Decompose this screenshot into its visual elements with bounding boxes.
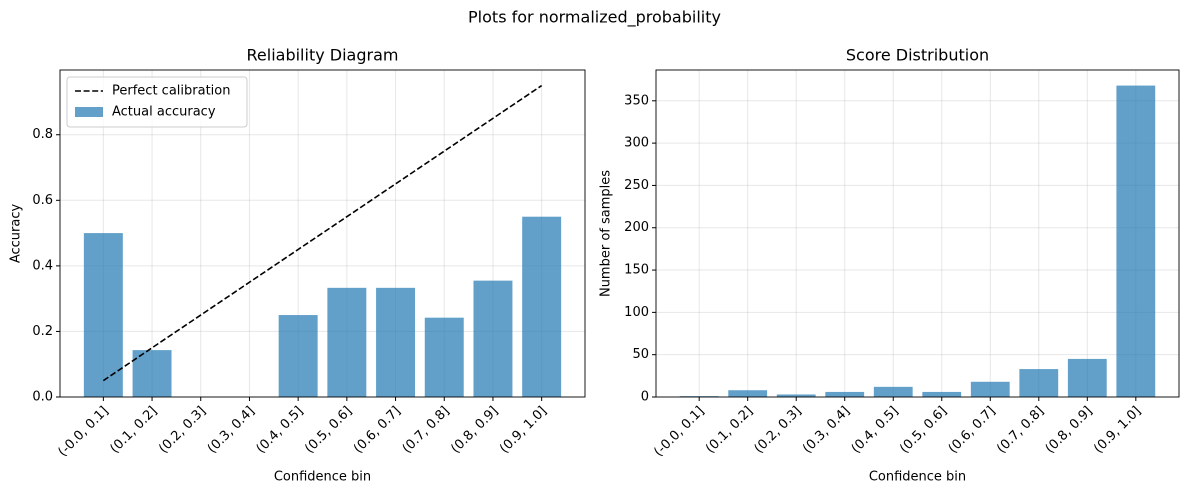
chart-title: Score Distribution — [846, 46, 989, 65]
legend-label: Perfect calibration — [112, 84, 230, 99]
bar — [825, 391, 865, 397]
y-axis-label: Number of samples — [599, 170, 614, 297]
y-tick-label: 0.2 — [32, 324, 53, 339]
bar — [473, 280, 513, 397]
bar — [1067, 358, 1107, 397]
bar — [522, 216, 562, 397]
legend-swatch — [75, 107, 103, 117]
bar — [970, 381, 1010, 397]
y-tick-label: 100 — [624, 305, 649, 320]
bar — [873, 386, 913, 397]
y-tick-label: 0.6 — [32, 193, 53, 208]
y-tick-label: 50 — [632, 347, 649, 362]
legend-box — [66, 76, 248, 128]
bar — [278, 315, 318, 397]
x-axis-label: Confidence bin — [869, 470, 966, 485]
figure-title: Plots for normalized_probability — [468, 8, 721, 28]
bar — [424, 317, 464, 397]
y-tick-label: 0.0 — [32, 390, 53, 405]
bar — [922, 391, 962, 397]
y-tick-label: 150 — [624, 263, 649, 278]
bar — [1116, 85, 1156, 398]
bar — [376, 287, 416, 397]
y-tick-label: 0 — [641, 390, 649, 405]
chart-title: Reliability Diagram — [247, 46, 399, 65]
bar — [728, 390, 768, 397]
line — [102, 84, 543, 382]
y-tick-label: 350 — [624, 93, 649, 108]
y-tick-label: 250 — [624, 178, 649, 193]
y-axis-label: Accuracy — [9, 204, 24, 264]
plot-frame — [59, 69, 586, 398]
bar — [132, 350, 172, 397]
y-tick-label: 300 — [624, 136, 649, 151]
y-tick-label: 0.8 — [32, 127, 53, 142]
bar — [327, 287, 367, 397]
legend-label: Actual accuracy — [112, 105, 216, 120]
y-tick-label: 200 — [624, 220, 649, 235]
bar — [1019, 369, 1059, 397]
plot-frame — [655, 69, 1180, 398]
bar — [83, 233, 123, 397]
x-axis-label: Confidence bin — [274, 470, 371, 485]
y-tick-label: 0.4 — [32, 258, 53, 273]
bar — [776, 394, 816, 397]
